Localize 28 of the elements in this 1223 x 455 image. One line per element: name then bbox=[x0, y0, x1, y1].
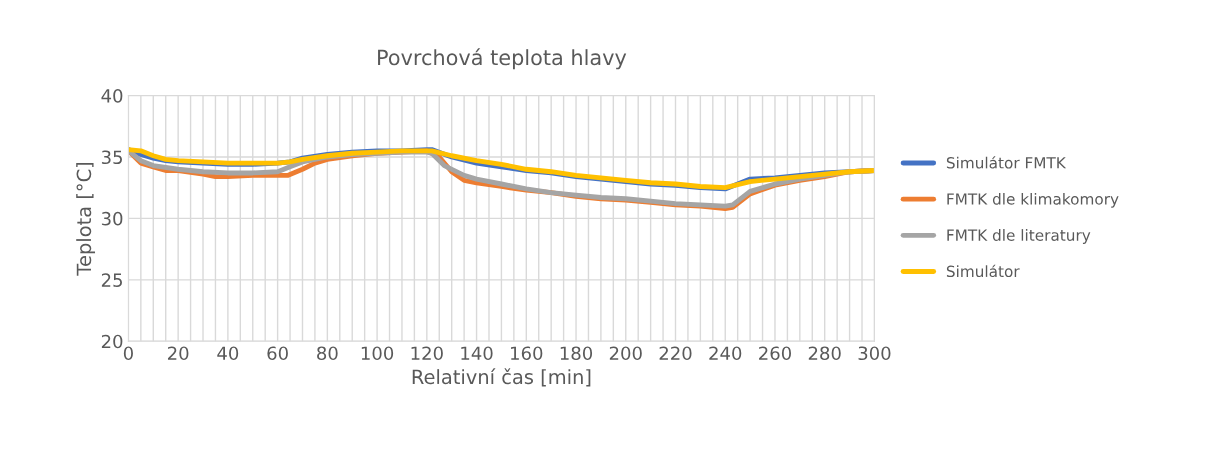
y-tick-label: 25 bbox=[101, 273, 122, 287]
x-tick-label: 180 bbox=[560, 346, 593, 361]
x-tick-label: 120 bbox=[411, 346, 443, 361]
x-tick-label: 160 bbox=[511, 346, 543, 361]
x-tick-label: 60 bbox=[267, 346, 288, 361]
x-tick-label: 280 bbox=[808, 346, 841, 361]
y-tick-label: 30 bbox=[101, 211, 123, 226]
x-tick-label: 200 bbox=[609, 346, 642, 361]
legend-label: Simulátor FMTK bbox=[946, 156, 1067, 169]
x-tick-label: 20 bbox=[167, 346, 189, 361]
chart-title: Povrchová teplota hlavy bbox=[378, 48, 627, 70]
x-tick-label: 260 bbox=[759, 346, 792, 361]
x-tick-label: 40 bbox=[217, 346, 239, 361]
x-tick-label: 220 bbox=[659, 346, 692, 361]
x-tick-label: 80 bbox=[317, 346, 338, 361]
legend-label: FMTK dle klimakomory bbox=[947, 192, 1119, 208]
y-axis-title: Teplota [°C] bbox=[76, 162, 96, 276]
y-tick-label: 40 bbox=[101, 89, 123, 103]
x-tick-label: 300 bbox=[858, 346, 891, 361]
x-axis-title: Relativní čas [min] bbox=[412, 368, 591, 387]
x-tick-label: 140 bbox=[461, 346, 493, 361]
y-tick-label: 20 bbox=[101, 334, 123, 349]
legend-label: Simulátor bbox=[946, 264, 1020, 278]
x-tick-label: 240 bbox=[709, 346, 742, 361]
x-tick-label: 0 bbox=[123, 346, 133, 361]
y-tick-label: 35 bbox=[101, 150, 122, 165]
legend-label: FMTK dle literatury bbox=[947, 229, 1091, 244]
x-tick-label: 100 bbox=[361, 346, 394, 361]
